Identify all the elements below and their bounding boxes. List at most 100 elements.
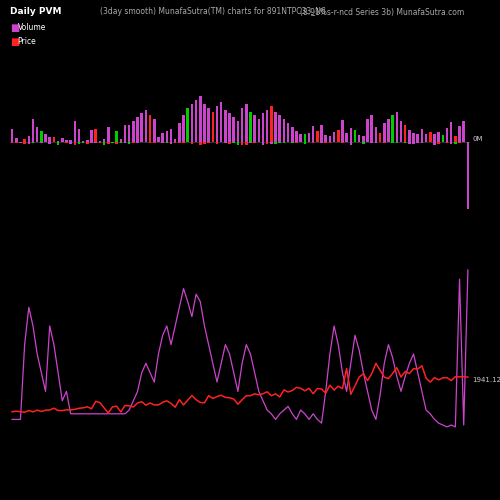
Bar [216,106,218,142]
Bar [224,110,226,142]
Bar [48,142,51,144]
Bar [341,142,344,143]
Bar [278,116,281,142]
Bar [15,142,18,143]
Bar [195,100,198,142]
Bar [392,116,394,142]
Bar [454,142,456,144]
Bar [241,142,244,145]
Bar [74,121,76,142]
Bar [274,112,277,142]
Bar [166,142,168,143]
Text: Daily PVM: Daily PVM [10,8,62,16]
Bar [124,124,126,142]
Bar [320,124,323,142]
Bar [82,142,84,143]
Bar [70,140,72,142]
Bar [236,121,239,142]
Bar [254,116,256,142]
Bar [90,142,93,144]
Bar [416,134,419,142]
Text: (3day smooth) MunafaSutra(TM) charts for 891NTPC33_N6: (3day smooth) MunafaSutra(TM) charts for… [100,8,326,16]
Bar [300,134,302,142]
Bar [304,134,306,142]
Bar [354,130,356,142]
Bar [228,114,231,142]
Bar [149,142,152,144]
Bar [346,132,348,142]
Bar [396,142,398,144]
Bar [304,142,306,144]
Bar [116,131,118,142]
Bar [162,133,164,142]
Bar [11,142,14,143]
Bar [120,142,122,143]
Bar [291,142,294,143]
Bar [98,141,101,142]
Bar [94,142,97,144]
Bar [78,128,80,142]
Bar [212,112,214,142]
Bar [208,142,210,143]
Bar [86,140,88,142]
Bar [232,142,235,143]
Bar [425,134,428,142]
Bar [216,142,218,144]
Bar [350,142,352,144]
Bar [358,135,360,142]
Bar [162,142,164,144]
Bar [116,142,118,144]
Bar [392,142,394,143]
Bar [383,142,386,143]
Bar [232,118,235,142]
Bar [333,132,336,142]
Bar [458,142,461,143]
Bar [291,127,294,142]
Bar [412,142,415,144]
Bar [65,140,68,142]
Bar [446,128,448,142]
Bar [396,112,398,142]
Bar [132,121,134,142]
Bar [249,112,252,142]
Bar [170,128,172,142]
Bar [144,110,147,142]
Bar [32,119,34,142]
Text: Volume: Volume [18,22,46,32]
Bar [128,142,130,144]
Bar [450,142,452,144]
Bar [245,104,248,142]
Bar [153,142,156,144]
Bar [128,125,130,142]
Bar [203,104,205,142]
Bar [182,116,185,142]
Bar [103,142,106,145]
Bar [312,126,314,142]
Bar [70,142,72,144]
Bar [153,119,156,142]
Bar [374,127,377,142]
Bar [412,132,415,142]
Bar [308,134,310,142]
Bar [11,129,14,142]
Bar [174,140,176,142]
Bar [241,108,244,142]
Bar [90,130,93,142]
Bar [362,136,364,142]
Bar [94,130,97,142]
Bar [24,142,26,144]
Bar [433,142,436,145]
Bar [124,142,126,143]
Bar [103,139,106,142]
Bar [174,142,176,143]
Bar [438,142,440,144]
Bar [262,142,264,144]
Bar [36,127,38,142]
Bar [44,134,47,142]
Bar [374,142,377,143]
Bar [48,138,51,142]
Bar [324,142,327,143]
Text: (8.91%s-r-ncd Series 3b) MunafaSutra.com: (8.91%s-r-ncd Series 3b) MunafaSutra.com [300,8,464,16]
Bar [404,125,406,142]
Bar [166,131,168,142]
